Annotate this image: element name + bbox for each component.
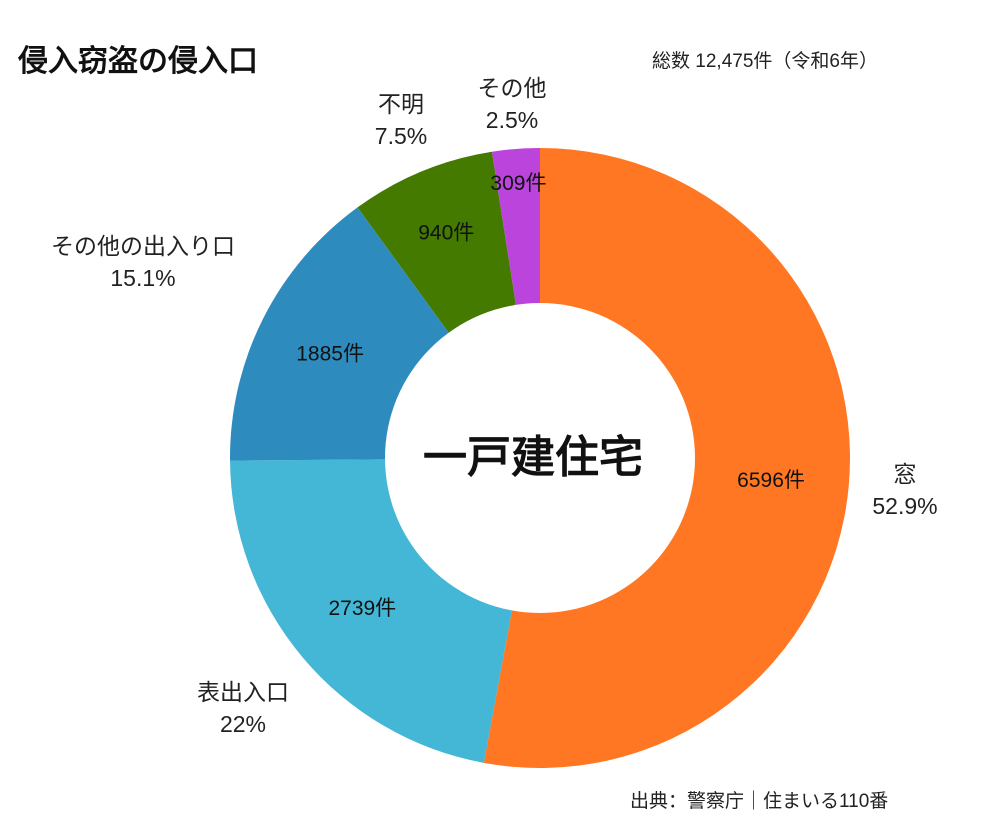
slice-percent: 52.9% [872, 493, 938, 519]
slice-label-unknown: 不明 7.5% [375, 88, 427, 152]
total-count: 総数 12,475件（令和6年） [652, 51, 878, 72]
source-note: 出典：警察庁｜住まいる110番 [630, 791, 889, 812]
slice-count-label: 6596件 [737, 469, 805, 492]
slice-label-window: 窓 52.9% [872, 458, 937, 522]
slice-label-other-entrance: その他の出入り口 15.1% [51, 230, 235, 294]
slice-count-label: 309件 [490, 172, 546, 195]
slice-percent: 22% [219, 711, 267, 737]
slice-percent: 2.5% [485, 107, 539, 133]
slice-count-label: 1885件 [296, 342, 364, 365]
slice-count-label: 2739件 [328, 597, 396, 620]
slice-label-other: その他 2.5% [478, 72, 547, 136]
slice-percent: 15.1% [110, 265, 176, 291]
slice-name: 表出入口 [197, 679, 289, 705]
donut-hole [385, 303, 695, 613]
slice-name: 窓 [893, 461, 917, 487]
chart-title: 侵入窃盗の侵入口 [18, 45, 258, 78]
slice-name: 不明 [378, 91, 424, 117]
slice-name: その他 [477, 75, 547, 101]
slice-count-label: 940件 [418, 222, 474, 245]
center-label: 一戸建住宅 [423, 433, 643, 482]
slice-name: その他の出入り口 [51, 233, 235, 259]
slice-label-front-entrance: 表出入口 22% [197, 676, 289, 740]
slice-percent: 7.5% [374, 123, 428, 149]
